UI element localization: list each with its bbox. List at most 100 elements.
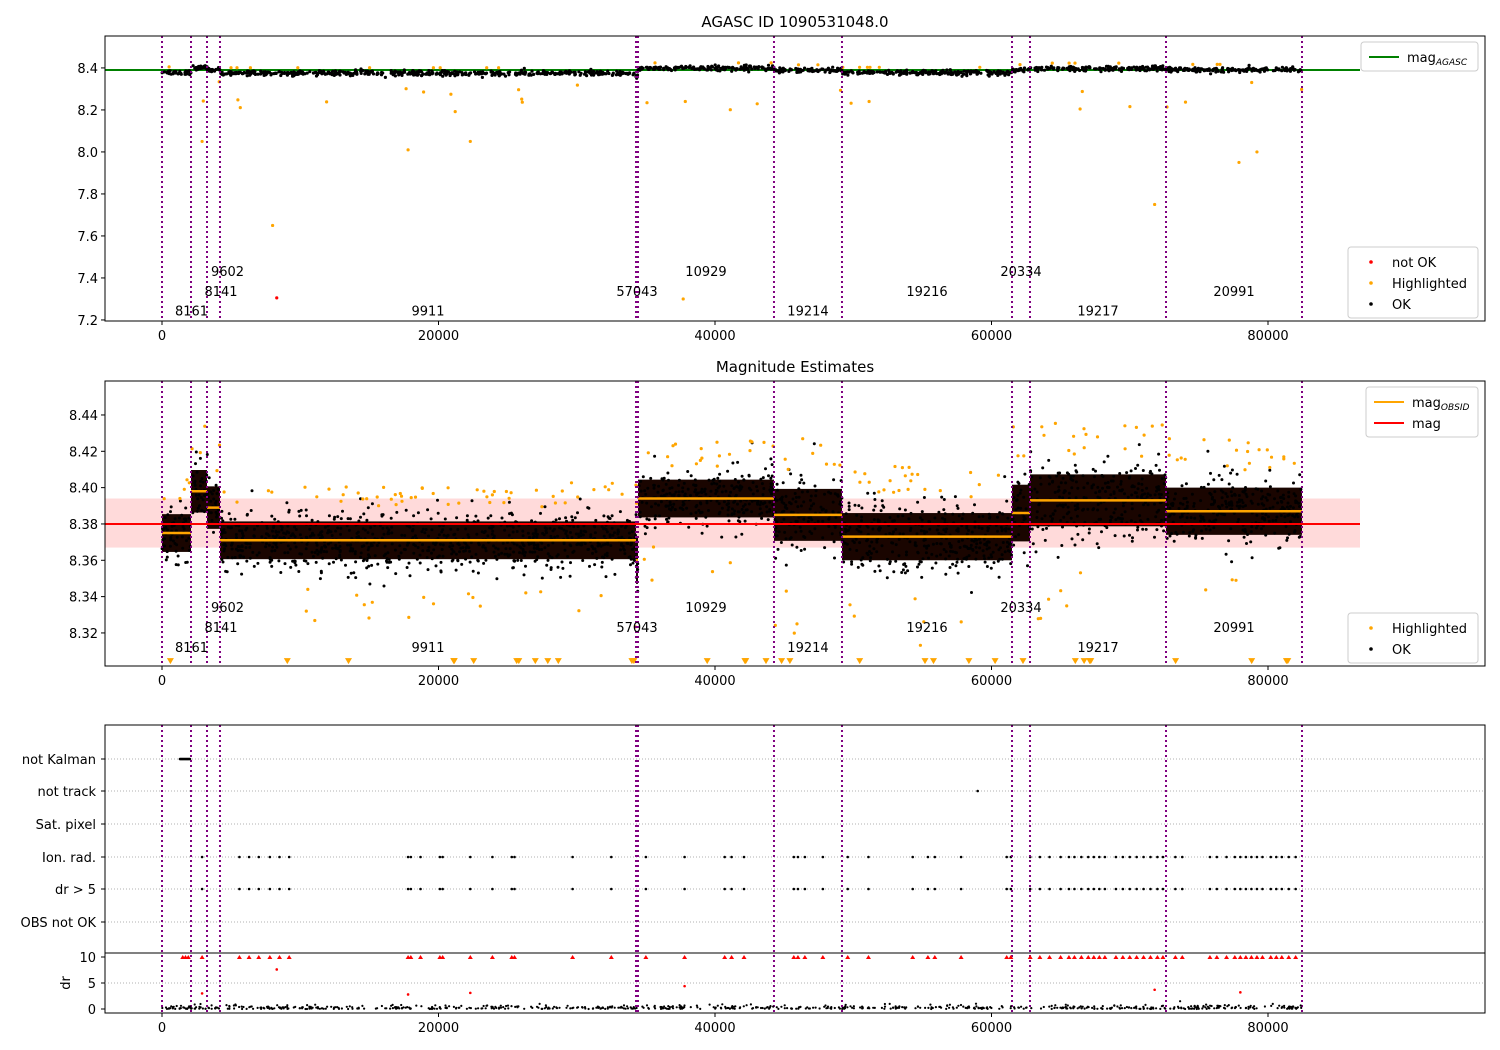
- ok-point: [847, 504, 851, 508]
- ok-point: [1148, 493, 1152, 497]
- ok-point: [740, 532, 744, 536]
- dr-point: [1069, 1007, 1072, 1010]
- highlighted-point: [863, 472, 867, 476]
- ok-point: [320, 72, 324, 76]
- ok-point: [313, 551, 317, 554]
- ok-point: [718, 484, 722, 488]
- highlighted-point: [438, 66, 442, 70]
- ok-point: [1195, 69, 1199, 73]
- ok-point: [816, 69, 820, 74]
- ok-point: [191, 511, 195, 515]
- ok-point: [954, 564, 958, 568]
- dr-point: [330, 1005, 333, 1008]
- ok-point: [939, 553, 942, 557]
- ok-point: [1100, 530, 1103, 534]
- legend-label-text: mag: [1412, 396, 1441, 411]
- dr-point: [859, 1006, 862, 1009]
- ok-point: [1007, 73, 1011, 77]
- ok-point: [1238, 504, 1242, 508]
- flag-point: [1274, 887, 1278, 891]
- highlighted-point: [344, 485, 348, 489]
- ok-point: [1215, 513, 1219, 517]
- ok-point: [784, 494, 788, 498]
- highlighted-point: [327, 487, 331, 491]
- ok-point: [944, 572, 948, 576]
- dr-point: [951, 1006, 955, 1009]
- ok-point: [868, 544, 872, 548]
- ok-point: [596, 544, 600, 548]
- dr-point: [277, 1006, 281, 1009]
- ok-point: [569, 561, 572, 565]
- dr-point: [680, 1007, 683, 1010]
- ok-point: [750, 510, 754, 514]
- ok-point: [198, 504, 201, 508]
- ok-point: [1103, 524, 1107, 528]
- ok-point: [1073, 543, 1077, 547]
- ok-point: [1106, 485, 1109, 489]
- ok-point: [1075, 524, 1079, 528]
- ok-point: [901, 568, 905, 572]
- ok-point: [175, 535, 179, 539]
- ok-point: [869, 551, 873, 555]
- ok-point: [1095, 542, 1099, 546]
- ok-point: [370, 544, 374, 547]
- ok-point: [686, 487, 690, 491]
- dr-point: [1133, 1006, 1136, 1010]
- dr-point: [226, 1007, 229, 1010]
- ok-point: [1140, 520, 1144, 524]
- ok-point: [519, 559, 523, 562]
- ok-point: [892, 519, 896, 523]
- highlighted-point: [400, 499, 404, 503]
- ok-point: [672, 66, 677, 70]
- ok-point: [522, 71, 526, 75]
- dr-point: [434, 1004, 437, 1007]
- highlighted-point: [266, 489, 270, 493]
- ok-point: [230, 542, 234, 546]
- ok-point: [455, 516, 459, 520]
- flag-point: [1114, 855, 1118, 859]
- ok-point: [250, 489, 254, 493]
- ok-point: [185, 539, 188, 543]
- obsid-label: 9911: [411, 305, 444, 320]
- ok-point: [227, 71, 231, 75]
- ok-point: [843, 70, 847, 74]
- ok-point: [1293, 515, 1297, 519]
- highlighted-point: [978, 65, 982, 69]
- highlighted-point: [575, 83, 580, 87]
- ok-point: [944, 530, 948, 534]
- dr-point: [555, 1006, 558, 1009]
- highlighted-point: [1191, 62, 1195, 66]
- flag-point: [1174, 887, 1177, 891]
- ok-point: [1229, 471, 1233, 475]
- highlighted-point: [520, 97, 524, 101]
- ok-point: [294, 563, 298, 567]
- flag-point: [513, 887, 516, 891]
- ok-point: [1244, 486, 1247, 489]
- ok-point: [1070, 537, 1074, 541]
- ok-point: [916, 500, 920, 504]
- flag-point: [959, 887, 963, 891]
- ok-point: [564, 532, 568, 535]
- ok-point: [382, 584, 386, 588]
- ok-point: [1185, 506, 1189, 510]
- dr-point: [486, 1004, 489, 1007]
- highlighted-point: [478, 604, 482, 608]
- ok-point: [451, 544, 455, 548]
- flag-point: [1233, 887, 1237, 891]
- ok-point: [641, 66, 645, 70]
- ok-point: [503, 528, 507, 532]
- ok-point: [989, 566, 993, 570]
- ok-point: [266, 532, 270, 536]
- ok-point: [1261, 495, 1265, 499]
- dr-point: [1190, 1007, 1193, 1010]
- ok-point: [605, 520, 609, 524]
- ok-point: [458, 550, 461, 554]
- ok-point: [763, 67, 767, 71]
- x-tick-label: 20000: [418, 329, 459, 344]
- highlighted-point: [1128, 105, 1132, 109]
- ok-point: [541, 71, 545, 75]
- dr-point: [1180, 1006, 1183, 1009]
- highlighted-point: [801, 437, 805, 441]
- dr-point: [389, 1007, 392, 1010]
- ok-point: [518, 551, 521, 555]
